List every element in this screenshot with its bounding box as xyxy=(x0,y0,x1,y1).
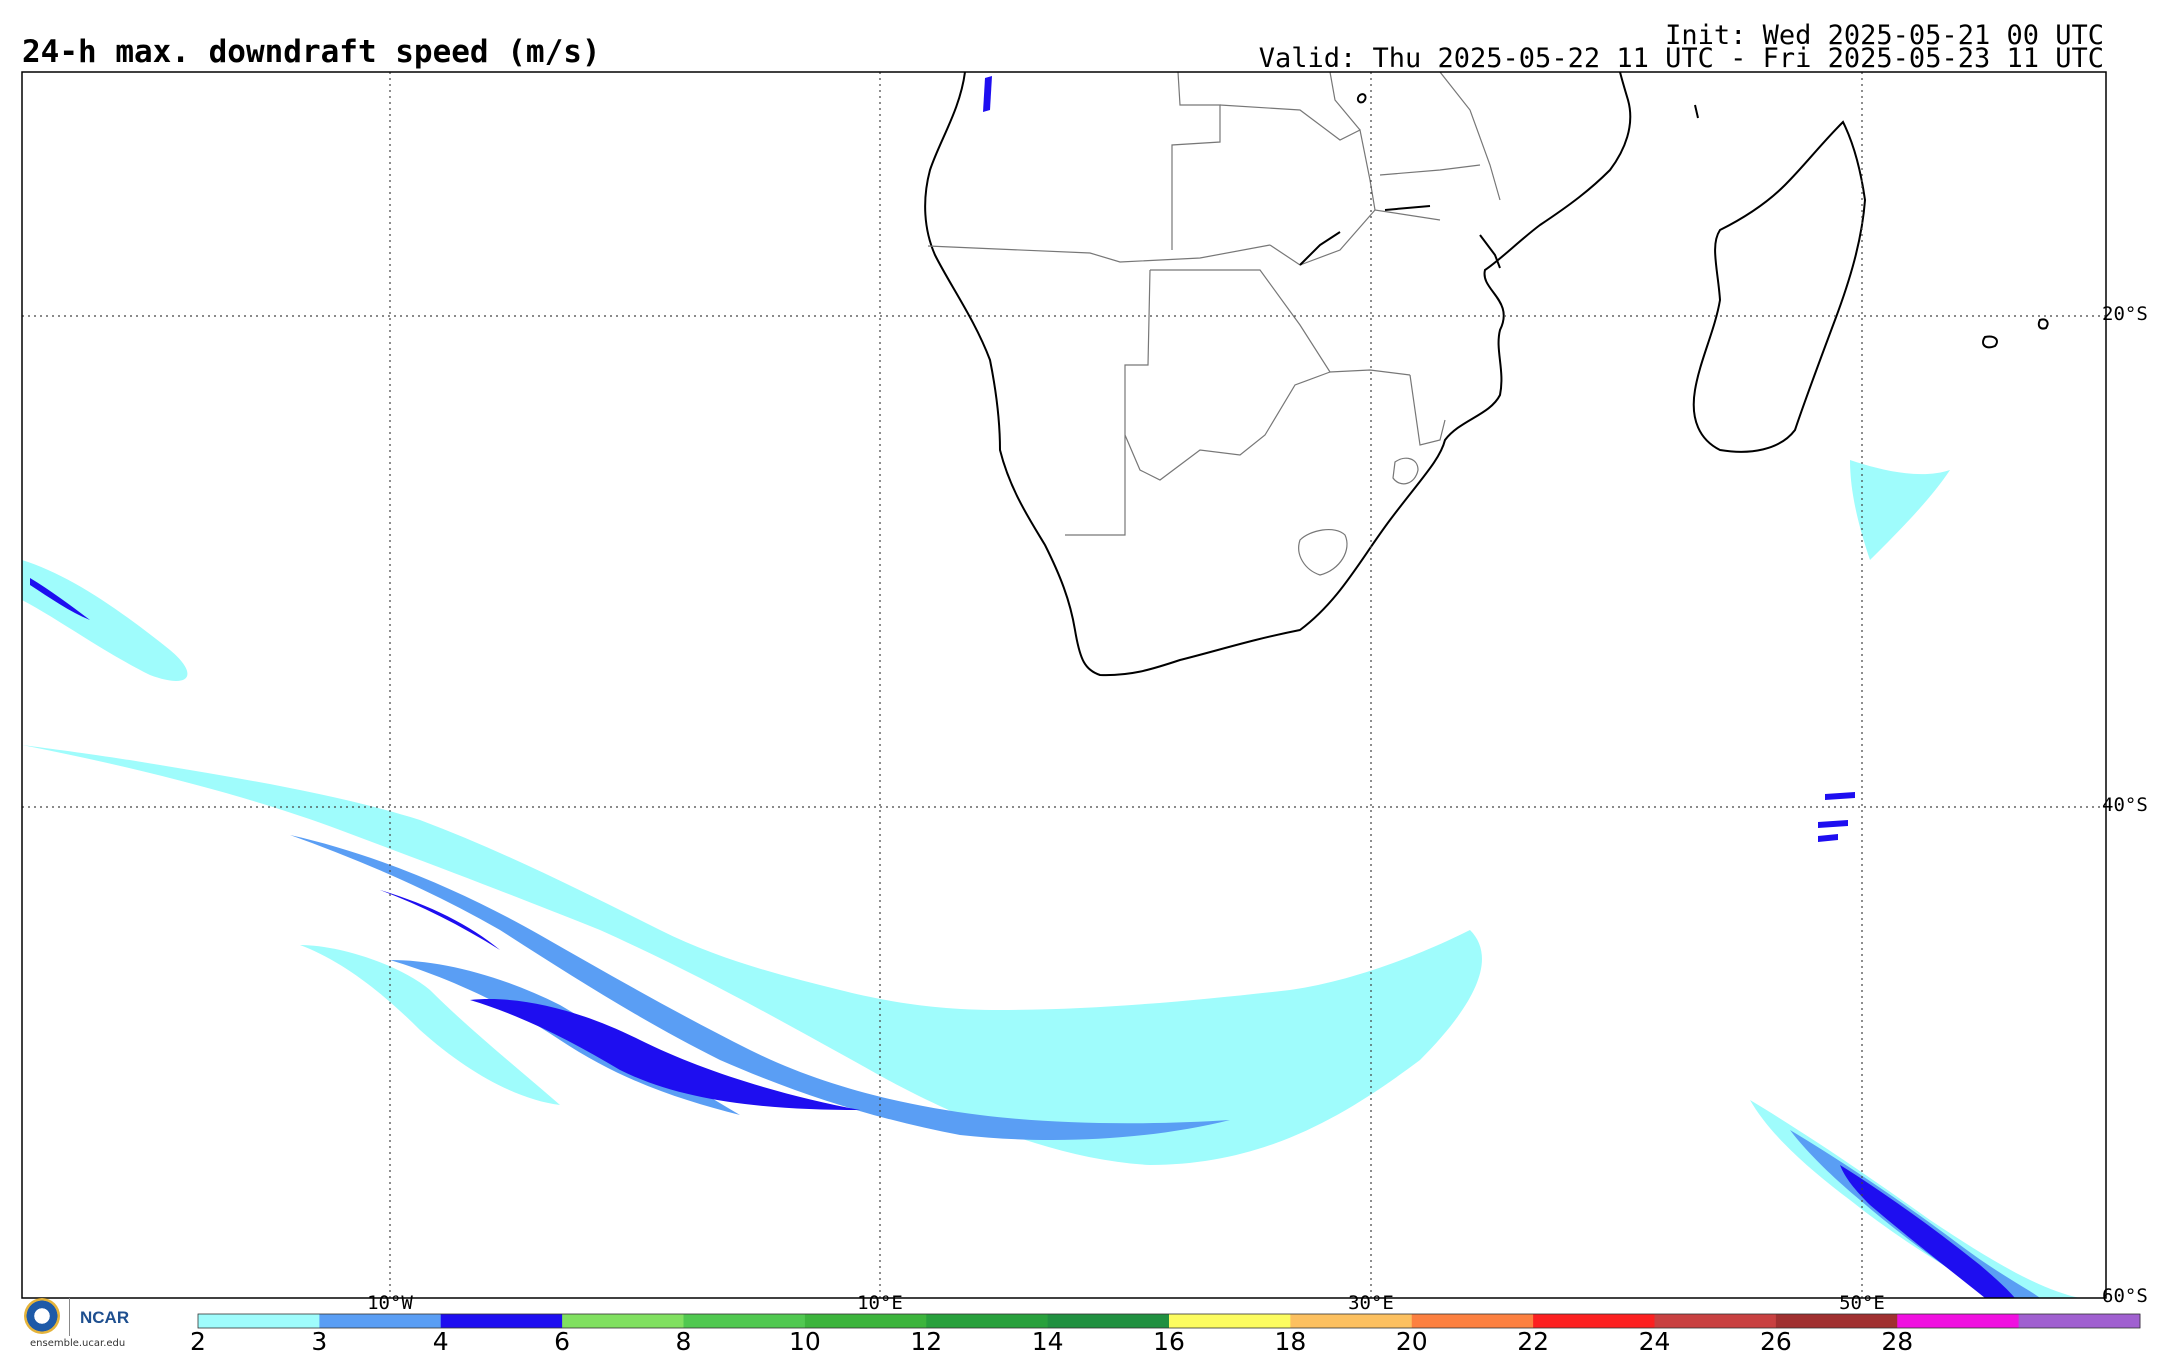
graticule xyxy=(22,72,2106,1298)
colorbar xyxy=(197,1313,2141,1329)
colorbar-swatch xyxy=(198,1314,320,1328)
logo-url: ensemble.ucar.edu xyxy=(30,1338,126,1349)
ncar-nsf-logo: NCAR ensemble.ucar.edu xyxy=(24,1296,164,1350)
ncar-logo-text: NCAR xyxy=(80,1308,130,1327)
band-light xyxy=(22,745,1482,1165)
colorbar-swatch xyxy=(683,1314,806,1328)
colorbar-tick-label: 3 xyxy=(311,1327,328,1356)
border-zambia-e xyxy=(1219,104,1376,211)
border-namibia-e xyxy=(1065,269,1151,536)
africa-coastline xyxy=(924,71,1632,677)
colorbar-swatch xyxy=(1290,1314,1413,1328)
lakes xyxy=(1299,93,1501,269)
border-zambia xyxy=(1171,71,1221,250)
lon-label-30e: 30°E xyxy=(1348,1292,1394,1314)
init-time: Init: Wed 2025-05-21 00 UTC xyxy=(1665,20,2104,51)
lat-label-60s: 60°S xyxy=(2102,1285,2148,1307)
band-dark-2 xyxy=(380,890,500,950)
border-malawi xyxy=(1439,71,1501,201)
map-title: 24-h max. downdraft speed (m/s) xyxy=(22,34,601,70)
west-patch xyxy=(22,560,188,681)
lon-label-50e: 50°E xyxy=(1839,1292,1885,1314)
lake-malawi xyxy=(1479,234,1501,269)
lat-label-20s: 20°S xyxy=(2102,303,2148,325)
colorbar-swatch xyxy=(1411,1314,1534,1328)
band-light-2 xyxy=(300,945,560,1105)
madagascar-coastline xyxy=(1692,120,1867,453)
colorbar-swatch xyxy=(1533,1314,1655,1328)
colorbar-swatch xyxy=(926,1314,1049,1328)
se-patch-dark xyxy=(1840,1165,2015,1298)
cell-angola xyxy=(983,76,992,112)
colorbar-tick-label: 2 xyxy=(190,1327,206,1356)
colorbar-tick-label: 28 xyxy=(1881,1327,1914,1356)
colorbar-tick-label: 6 xyxy=(554,1327,571,1356)
colorbar-swatch xyxy=(1775,1314,1898,1328)
colorbar-tick-label: 14 xyxy=(1031,1327,1064,1356)
cell-east-40s-2 xyxy=(1818,820,1848,828)
border-botswana xyxy=(1150,269,1411,376)
band-dark xyxy=(470,999,860,1110)
cell-east-40s xyxy=(1825,792,1855,800)
map-frame xyxy=(21,71,2107,1299)
border-zimbabwe xyxy=(1269,209,1441,266)
colorbar-swatch xyxy=(1897,1314,2020,1328)
lon-label-10e: 10°E xyxy=(857,1292,903,1314)
band-medium xyxy=(290,835,1230,1140)
colorbar-swatch xyxy=(1047,1314,1170,1328)
coastlines xyxy=(924,71,2049,677)
colorbar-tick-label: 20 xyxy=(1395,1327,1428,1356)
colorbar-swatch xyxy=(2018,1314,2141,1328)
lon-label-10w: 10°W xyxy=(367,1292,413,1314)
lesotho xyxy=(1298,528,1348,576)
colorbar-swatch xyxy=(440,1314,563,1328)
border-drc xyxy=(1329,71,1361,131)
colorbar-tick-label: 8 xyxy=(675,1327,692,1356)
colorbar-swatch xyxy=(319,1314,442,1328)
eswatini xyxy=(1392,457,1419,485)
lat-label-40s: 40°S xyxy=(2102,794,2148,816)
cell-east-40s-3 xyxy=(1818,834,1838,842)
lake-tanganyika xyxy=(1384,205,1431,211)
colorbar-tick-label: 24 xyxy=(1638,1327,1671,1356)
colorbar-swatch xyxy=(562,1314,684,1328)
border-sa-n xyxy=(1124,371,1331,481)
island-1 xyxy=(1982,335,1998,349)
west-patch-dark xyxy=(30,578,90,620)
valid-time: Valid: Thu 2025-05-22 11 UTC - Fri 2025-… xyxy=(1258,43,2104,74)
logo-divider xyxy=(69,1298,70,1336)
lake-kariba xyxy=(1299,231,1341,266)
colorbar-tick-label: 4 xyxy=(432,1327,449,1356)
island-3 xyxy=(1694,104,1699,119)
cell-madagascar-s xyxy=(1850,460,1950,560)
border-angola-s xyxy=(927,244,1271,263)
colorbar-swatch xyxy=(1654,1314,1777,1328)
colorbar-tick-label: 16 xyxy=(1153,1327,1185,1356)
country-borders xyxy=(927,71,1501,576)
lake-bangweulu xyxy=(1356,93,1367,104)
colorbar-tick-label: 18 xyxy=(1274,1327,1307,1356)
downdraft-field xyxy=(22,76,2080,1298)
colorbar-swatch xyxy=(804,1314,927,1328)
colorbar-swatch xyxy=(1169,1314,1291,1328)
island-2 xyxy=(2037,318,2049,330)
colorbar-tick-label: 26 xyxy=(1759,1327,1792,1356)
colorbar-outline xyxy=(197,1313,2141,1329)
colorbar-tick-label: 10 xyxy=(788,1327,821,1356)
colorbar-tick-label: 12 xyxy=(910,1327,943,1356)
se-patch-medium xyxy=(1790,1130,2040,1298)
border-mozambique xyxy=(1409,374,1446,446)
border-tanzania xyxy=(1379,164,1481,176)
nsf-logo-icon xyxy=(24,1298,60,1334)
colorbar-tick-label: 22 xyxy=(1517,1327,1550,1356)
se-patch-light xyxy=(1750,1100,2080,1298)
